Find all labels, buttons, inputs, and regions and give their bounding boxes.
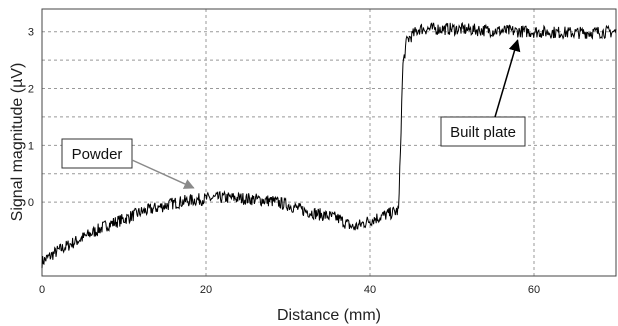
annotation-powder-box — [61, 138, 133, 169]
y-axis-title: Signal magnitude (µV) — [9, 63, 26, 222]
x-tick-label-60: 60 — [528, 284, 540, 296]
annotation-built-plate: Built plate — [440, 39, 526, 147]
x-axis-ticks: 0 20 40 60 — [39, 284, 540, 296]
y-tick-label-2: 2 — [28, 84, 34, 96]
annotation-powder: Powder — [61, 138, 195, 189]
x-tick-label-0: 0 — [39, 284, 45, 296]
annotation-built-plate-box — [440, 116, 526, 147]
x-tick-label-20: 20 — [200, 284, 212, 296]
series-line-signal — [41, 21, 617, 269]
plot-area-frame — [41, 8, 617, 277]
x-tick-label-40: 40 — [364, 284, 376, 296]
x-axis-title: Distance (mm) — [277, 307, 381, 324]
annotation-built-plate-label: Built plate — [450, 124, 516, 141]
y-tick-label-3: 3 — [28, 27, 34, 39]
grid-lines — [42, 9, 616, 276]
annotation-powder-label: Powder — [72, 146, 123, 163]
annotation-powder-arrow — [131, 159, 195, 189]
y-axis-ticks: 0 1 2 3 — [28, 27, 34, 209]
annotation-built-plate-arrow — [494, 39, 521, 118]
y-tick-label-1: 1 — [28, 140, 34, 152]
y-tick-label-0: 0 — [28, 197, 34, 209]
